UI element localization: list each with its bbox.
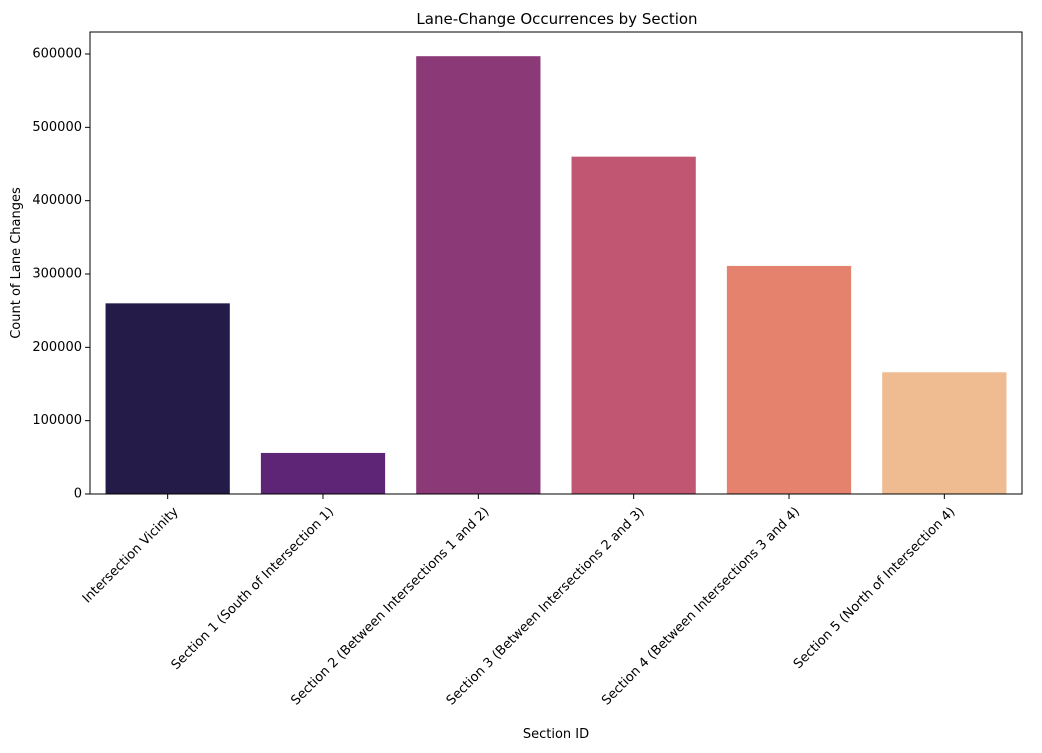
- x-tick-label: Intersection Vicinity: [80, 504, 182, 606]
- bar-2: [260, 452, 386, 494]
- y-axis-label: Count of Lane Changes: [9, 187, 24, 339]
- y-tick-label: 400000: [32, 193, 82, 208]
- bar-6: [882, 372, 1007, 494]
- y-tick-label: 0: [74, 487, 82, 502]
- x-tick-label: Section 4 (Between Intersections 3 and 4…: [599, 504, 803, 708]
- y-tick-label: 500000: [32, 120, 82, 135]
- y-tick-label: 200000: [32, 340, 82, 355]
- x-tick-label: Section 2 (Between Intersections 1 and 2…: [288, 504, 492, 708]
- x-tick-label: Section 3 (Between Intersections 2 and 3…: [444, 504, 648, 708]
- y-axis: 0 100000 200000 300000 400000 500000 600000: [32, 47, 90, 502]
- x-tick-label: Section 5 (North of Intersection 4): [791, 504, 958, 671]
- chart-title: Lane-Change Occurrences by Section: [416, 10, 697, 28]
- plot-frame: [89, 31, 1023, 495]
- bar-4: [571, 156, 696, 494]
- bar-1: [105, 303, 230, 494]
- x-tick-label: Section 1 (South of Intersection 1): [169, 504, 338, 673]
- y-tick-label: 300000: [32, 267, 82, 282]
- x-axis-label: Section ID: [523, 727, 589, 742]
- bars-layer: [105, 56, 1007, 494]
- bar-5: [726, 265, 852, 494]
- bar-3: [416, 56, 541, 494]
- y-tick-label: 600000: [32, 47, 82, 62]
- y-tick-label: 100000: [32, 413, 82, 428]
